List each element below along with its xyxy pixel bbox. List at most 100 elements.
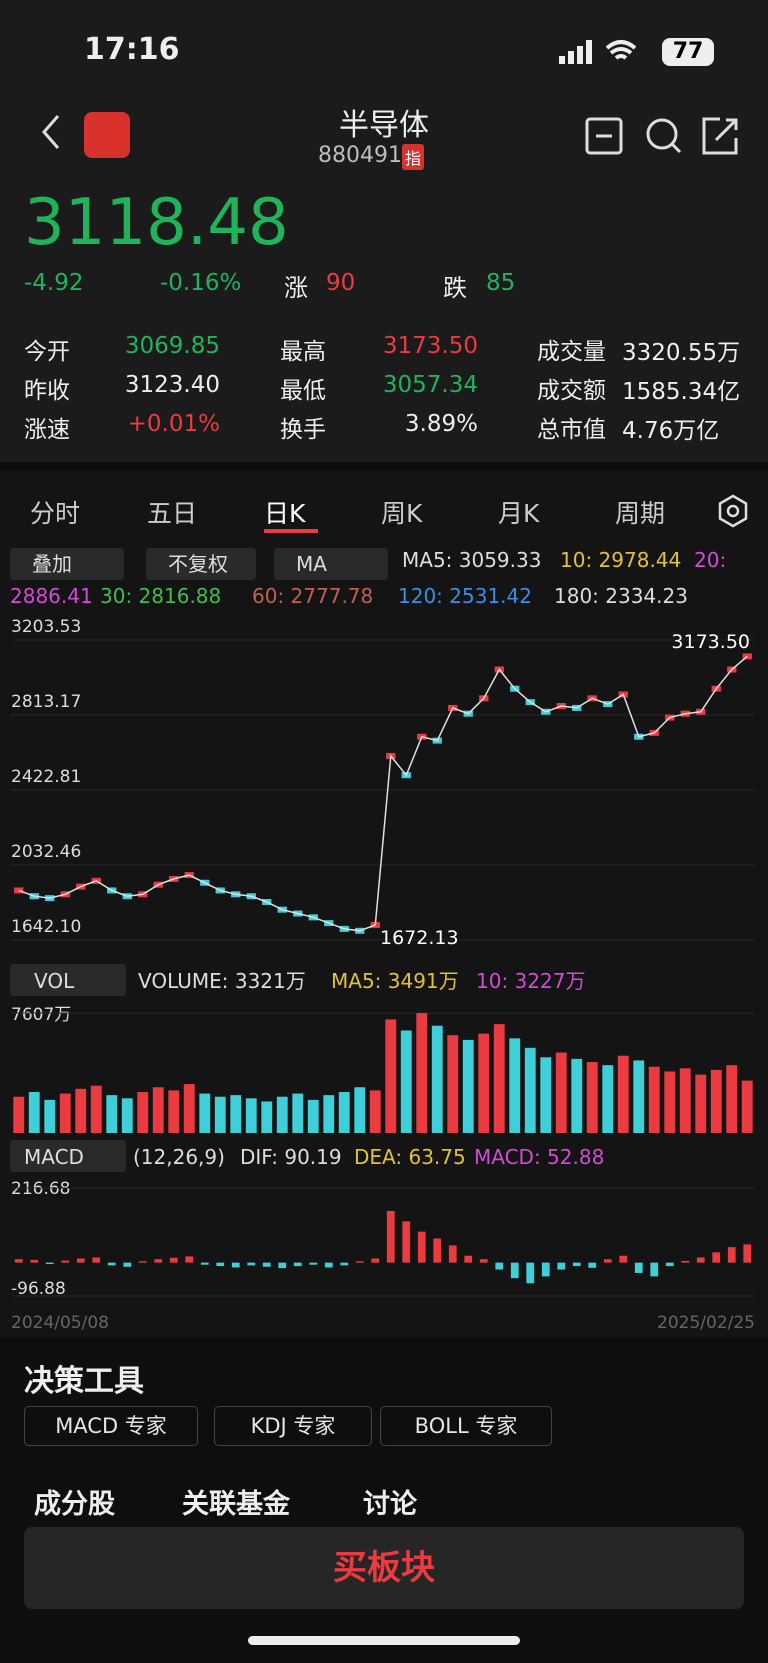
y-tick-label: 2032.46 xyxy=(11,842,81,862)
volume-bar xyxy=(44,1099,56,1133)
macd-bar xyxy=(247,1262,256,1266)
price: 3118.48 xyxy=(24,186,289,260)
tab[interactable]: 周K xyxy=(381,499,423,528)
tool-button[interactable]: BOLL 专家 xyxy=(380,1406,552,1446)
volume-bar xyxy=(602,1065,614,1133)
volume-bar xyxy=(323,1095,335,1133)
x-label: 2025/02/25 xyxy=(657,1313,755,1333)
macd-bar xyxy=(510,1262,519,1279)
volume-bar xyxy=(354,1087,366,1133)
selector[interactable]: 不复权 xyxy=(146,548,256,580)
macd-bar xyxy=(433,1238,442,1263)
macd-bar xyxy=(526,1262,535,1284)
macd-bar xyxy=(138,1261,147,1263)
bottom-tab[interactable]: 关联基金 xyxy=(182,1489,290,1520)
macd-bar xyxy=(45,1262,54,1265)
tab[interactable]: 月K xyxy=(498,499,540,528)
volume-bar xyxy=(230,1095,242,1133)
buy-button[interactable]: 买板块 xyxy=(24,1527,744,1609)
macd-bar xyxy=(231,1262,240,1268)
back-button[interactable] xyxy=(36,112,66,152)
ma-label: MA5: 3059.33 xyxy=(402,548,542,572)
battery: 77 xyxy=(662,38,714,66)
bottom-tab[interactable]: 讨论 xyxy=(363,1489,417,1520)
macd-bar xyxy=(650,1262,659,1277)
macd-bar xyxy=(634,1262,643,1273)
stat-value: 4.76万亿 xyxy=(622,418,720,444)
macd-bar xyxy=(76,1258,85,1263)
legend-box xyxy=(10,1140,126,1172)
volume-bar xyxy=(648,1066,660,1133)
tab[interactable]: 分时 xyxy=(30,499,81,528)
x-label: 2024/05/08 xyxy=(11,1313,109,1333)
volume-bar xyxy=(385,1019,397,1133)
selector[interactable]: MA xyxy=(274,548,388,580)
volume-bar xyxy=(633,1060,645,1133)
macd-bar xyxy=(417,1231,426,1263)
volume-bar xyxy=(13,1096,25,1133)
volume-bar xyxy=(121,1098,133,1133)
volume-bar xyxy=(245,1098,257,1133)
volume-bar xyxy=(261,1101,273,1133)
chart-panel xyxy=(0,470,768,1338)
stat-label: 成交量 xyxy=(537,339,606,365)
selector[interactable]: 叠加 xyxy=(10,548,124,580)
tool-button[interactable]: MACD 专家 xyxy=(24,1406,198,1446)
volume-bar xyxy=(524,1047,536,1133)
stat-value: 3.89% xyxy=(404,411,478,437)
bottom-tab[interactable]: 成分股 xyxy=(34,1489,115,1520)
macd-bar xyxy=(696,1257,705,1263)
tab[interactable]: 周期 xyxy=(615,499,666,528)
macd-bar xyxy=(61,1260,70,1263)
vol-name: VOL xyxy=(34,969,75,993)
macd-name: MACD xyxy=(24,1145,84,1169)
title: 半导体 xyxy=(339,108,429,143)
vol-legend: MA5: 3491万 xyxy=(331,969,459,993)
stat-label: 成交额 xyxy=(537,378,606,404)
stat-value: 3057.34 xyxy=(382,372,478,398)
y-tick-label: 2422.81 xyxy=(11,767,81,787)
status-icons xyxy=(559,40,637,64)
charts: 3203.53 2813.17 2422.81 2032.46 1642.10 3173.… xyxy=(10,617,755,1333)
macd-bar xyxy=(712,1252,721,1263)
volume-bar xyxy=(695,1074,707,1133)
stat-value: 3320.55万 xyxy=(622,340,741,366)
macd-bar xyxy=(278,1262,287,1269)
macd-bar xyxy=(92,1257,101,1263)
volume-bar xyxy=(276,1096,288,1133)
macd-bar xyxy=(293,1262,302,1267)
volume-bar xyxy=(555,1052,567,1133)
quote-panel xyxy=(0,0,768,462)
up-count: 90 xyxy=(326,270,356,296)
vol-legend: VOLUME: 3321万 xyxy=(138,969,306,993)
volume-bar xyxy=(59,1093,71,1133)
volume-bar xyxy=(168,1090,180,1133)
candle xyxy=(14,887,24,894)
volume-bar xyxy=(741,1080,753,1133)
header-icons[interactable] xyxy=(580,116,740,158)
close-line xyxy=(18,655,748,932)
settings-icon[interactable] xyxy=(716,494,750,528)
ma-label: 2886.41 xyxy=(10,584,93,608)
tab[interactable]: 五日 xyxy=(147,499,198,528)
low-label: 1672.13 xyxy=(380,927,459,949)
volume-bar xyxy=(75,1088,87,1133)
macd-bar xyxy=(123,1262,132,1267)
stat-label: 涨速 xyxy=(24,417,70,443)
tab[interactable]: 日K xyxy=(264,499,306,528)
macd-bar xyxy=(681,1260,690,1263)
stat-value: +0.01% xyxy=(127,411,220,437)
tab-underline xyxy=(264,529,318,533)
macd-bar xyxy=(216,1262,225,1267)
stat-value: 3173.50 xyxy=(382,333,478,359)
macd-bar xyxy=(557,1262,566,1270)
volume-bar xyxy=(416,1013,428,1133)
tool-button[interactable]: KDJ 专家 xyxy=(214,1406,372,1446)
y-tick-label: 7607万 xyxy=(11,1005,71,1025)
volume-bar xyxy=(152,1087,164,1133)
up-label: 涨 xyxy=(284,274,308,302)
ma-label: 20: xyxy=(694,548,727,572)
macd-bar xyxy=(603,1259,612,1263)
stat-value: 3069.85 xyxy=(124,333,220,359)
